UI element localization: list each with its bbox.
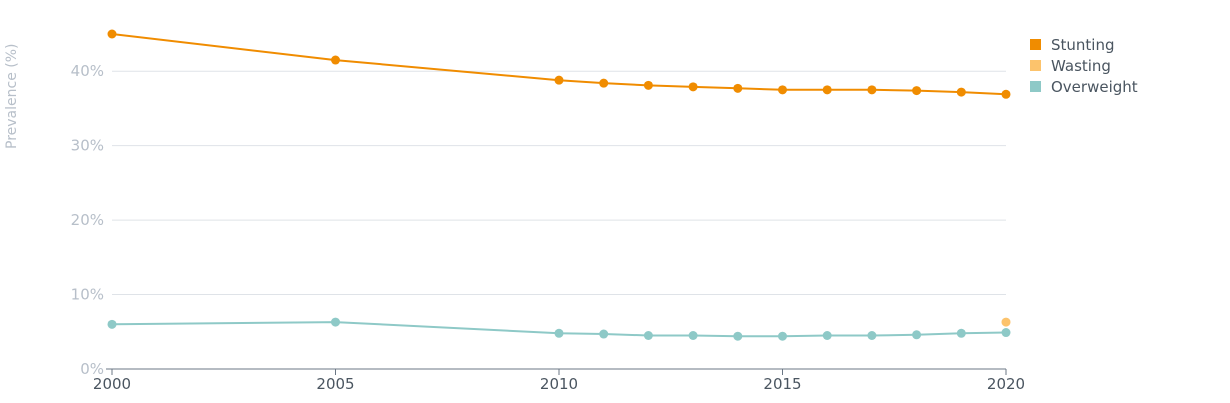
- data-point-stunting-2017: [867, 85, 877, 95]
- legend-item-stunting[interactable]: Stunting: [1030, 34, 1138, 55]
- data-point-stunting-2012: [643, 80, 653, 90]
- y-axis-title: Prevalence (%): [4, 43, 20, 150]
- y-tick-label-10: 10%: [71, 286, 104, 304]
- data-point-overweight-2019: [956, 328, 966, 338]
- data-point-overweight-2005: [331, 317, 340, 327]
- data-point-overweight-2011: [599, 329, 609, 339]
- y-tick-label-30: 30%: [71, 137, 104, 155]
- data-point-overweight-2012: [643, 331, 653, 340]
- x-tick-label-2005: 2005: [316, 375, 354, 393]
- data-point-stunting-2019: [956, 87, 966, 97]
- data-point-stunting-2016: [822, 85, 832, 95]
- data-point-overweight-2017: [867, 331, 877, 340]
- data-point-overweight-2010: [554, 328, 564, 338]
- data-point-overweight-2018: [912, 330, 922, 340]
- data-point-overweight-2016: [822, 331, 832, 340]
- data-point-overweight-2013: [688, 331, 698, 340]
- y-tick-label-40: 40%: [71, 62, 104, 80]
- legend-swatch-stunting: [1030, 39, 1041, 50]
- legend-label-overweight: Overweight: [1051, 77, 1138, 96]
- legend: Stunting Wasting Overweight: [1030, 34, 1138, 97]
- legend-item-wasting[interactable]: Wasting: [1030, 55, 1138, 76]
- x-tick-label-2020: 2020: [987, 375, 1025, 393]
- y-axis-title-container: Prevalence (%): [4, 34, 20, 154]
- data-point-overweight-2014: [733, 331, 743, 341]
- data-point-stunting-2000: [107, 29, 117, 39]
- y-tick-label-20: 20%: [71, 211, 104, 229]
- legend-label-stunting: Stunting: [1051, 35, 1115, 54]
- y-tick-label-0: 0%: [80, 360, 104, 378]
- legend-item-overweight[interactable]: Overweight: [1030, 76, 1138, 97]
- series-points: [107, 29, 1011, 341]
- x-tick-label-2010: 2010: [540, 375, 578, 393]
- data-point-wasting-2020: [1001, 317, 1011, 327]
- data-point-stunting-2010: [554, 75, 564, 85]
- data-point-overweight-2015: [778, 331, 787, 341]
- legend-swatch-wasting: [1030, 60, 1041, 71]
- x-tick-label-2000: 2000: [93, 375, 131, 393]
- data-point-stunting-2015: [778, 85, 787, 95]
- data-point-stunting-2020: [1001, 89, 1011, 99]
- legend-swatch-overweight: [1030, 81, 1041, 92]
- x-tick-label-2015: 2015: [763, 375, 801, 393]
- data-point-stunting-2011: [599, 78, 609, 88]
- data-point-stunting-2013: [688, 82, 698, 92]
- gridlines: [112, 70, 1006, 296]
- data-point-stunting-2014: [733, 83, 743, 93]
- series-line-stunting: [111, 33, 1007, 96]
- axes: 0% 10% 20% 30% 40% 2000 2005 2010 2015 2020: [71, 62, 1025, 393]
- legend-label-wasting: Wasting: [1051, 56, 1111, 75]
- data-point-overweight-2020: [1001, 328, 1011, 338]
- data-point-overweight-2000: [107, 319, 117, 329]
- data-point-stunting-2005: [331, 55, 340, 65]
- data-point-stunting-2018: [912, 86, 922, 96]
